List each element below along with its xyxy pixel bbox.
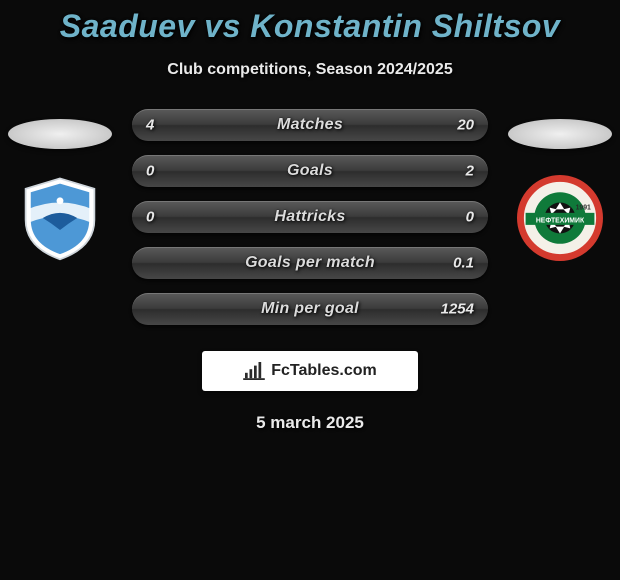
stat-row-matches: 4 Matches 20 [132, 109, 488, 141]
stat-right-value: 2 [466, 163, 474, 180]
stat-right-value: 1254 [441, 301, 474, 318]
player-left-column [0, 109, 120, 261]
stat-left-value: 0 [146, 163, 154, 180]
player-right-column: НЕФТЕХИМИК 1991 [500, 109, 620, 261]
stat-label: Matches [277, 116, 343, 134]
stat-left-value: 4 [146, 117, 154, 134]
sokol-saratov-crest [17, 175, 103, 261]
svg-text:1991: 1991 [576, 204, 591, 211]
stat-left-value: 0 [146, 209, 154, 226]
stat-row-min-per-goal: Min per goal 1254 [132, 293, 488, 325]
svg-text:НЕФТЕХИМИК: НЕФТЕХИМИК [536, 217, 585, 224]
stat-bars: 4 Matches 20 0 Goals 2 0 Hattricks 0 Goa… [132, 109, 488, 325]
player-left-silhouette [8, 119, 112, 149]
comparison-area: НЕФТЕХИМИК 1991 4 Matches 20 0 Goals 2 0… [0, 109, 620, 433]
stat-row-goals-per-match: Goals per match 0.1 [132, 247, 488, 279]
player-right-silhouette [508, 119, 612, 149]
page-title: Saaduev vs Konstantin Shiltsov [0, 0, 620, 45]
brand-badge: FcTables.com [202, 351, 418, 391]
stat-label: Hattricks [274, 208, 345, 226]
bars-chart-icon [243, 362, 265, 380]
stat-label: Goals per match [245, 254, 375, 272]
subtitle: Club competitions, Season 2024/2025 [0, 61, 620, 79]
stat-label: Min per goal [261, 300, 359, 318]
stat-right-value: 0 [466, 209, 474, 226]
stat-label: Goals [287, 162, 333, 180]
neftekhimik-crest: НЕФТЕХИМИК 1991 [517, 175, 603, 261]
stat-right-value: 0.1 [453, 255, 474, 272]
stat-row-goals: 0 Goals 2 [132, 155, 488, 187]
brand-text: FcTables.com [271, 362, 377, 380]
footer-date: 5 march 2025 [0, 413, 620, 433]
stat-right-value: 20 [457, 117, 474, 134]
stat-row-hattricks: 0 Hattricks 0 [132, 201, 488, 233]
